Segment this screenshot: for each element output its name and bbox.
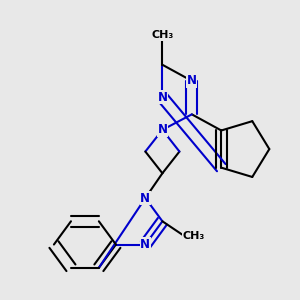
Text: N: N — [140, 191, 150, 205]
Text: N: N — [187, 74, 197, 87]
Text: CH₃: CH₃ — [182, 231, 205, 241]
Text: N: N — [140, 238, 150, 251]
Text: N: N — [158, 91, 167, 104]
Text: CH₃: CH₃ — [151, 30, 173, 40]
Text: N: N — [158, 123, 167, 136]
